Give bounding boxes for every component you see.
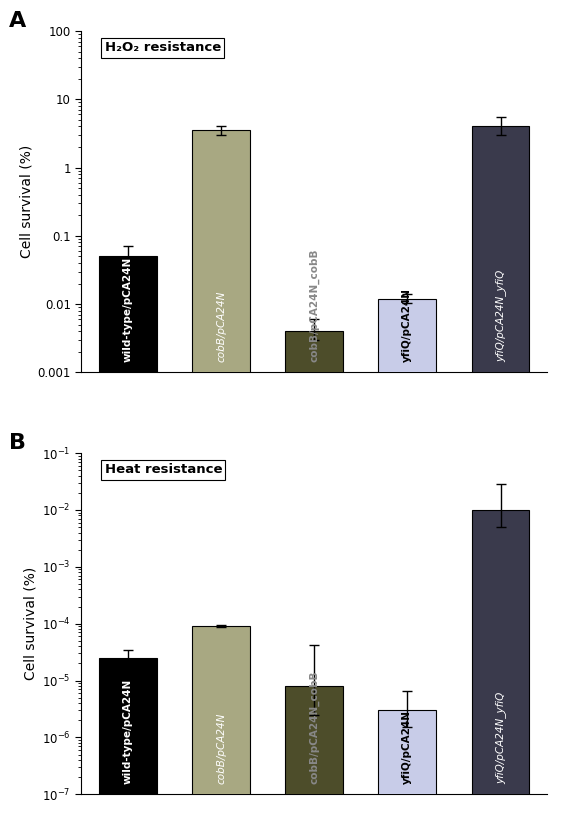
Bar [472, 127, 530, 818]
Bar [379, 299, 436, 818]
Bar [99, 256, 157, 818]
Text: yfiQ/pCA24N_yfiQ: yfiQ/pCA24N_yfiQ [495, 270, 506, 362]
Bar [286, 331, 343, 818]
Bar [472, 510, 530, 818]
Text: H₂O₂ resistance: H₂O₂ resistance [104, 41, 221, 54]
Text: cobB/pCA24N_cobB: cobB/pCA24N_cobB [309, 249, 319, 362]
Text: wild-type/pCA24N: wild-type/pCA24N [123, 257, 133, 362]
Bar [286, 686, 343, 818]
Bar [379, 710, 436, 818]
Bar [99, 658, 157, 818]
Y-axis label: Cell survival (%): Cell survival (%) [24, 567, 38, 681]
Text: yfiQ/pCA24N: yfiQ/pCA24N [402, 710, 412, 784]
Text: B: B [9, 433, 26, 452]
Text: cobB/pCA24N: cobB/pCA24N [216, 290, 226, 362]
Y-axis label: Cell survival (%): Cell survival (%) [19, 145, 33, 258]
Text: Heat resistance: Heat resistance [104, 463, 222, 476]
Bar [192, 130, 250, 818]
Text: yfiQ/pCA24N_yfiQ: yfiQ/pCA24N_yfiQ [495, 692, 506, 784]
Text: cobB/pCA24N_cobB: cobB/pCA24N_cobB [309, 671, 319, 784]
Text: wild-type/pCA24N: wild-type/pCA24N [123, 679, 133, 784]
Text: yfiQ/pCA24N: yfiQ/pCA24N [402, 288, 412, 362]
Bar [192, 627, 250, 818]
Text: A: A [9, 11, 26, 30]
Text: cobB/pCA24N: cobB/pCA24N [216, 712, 226, 784]
